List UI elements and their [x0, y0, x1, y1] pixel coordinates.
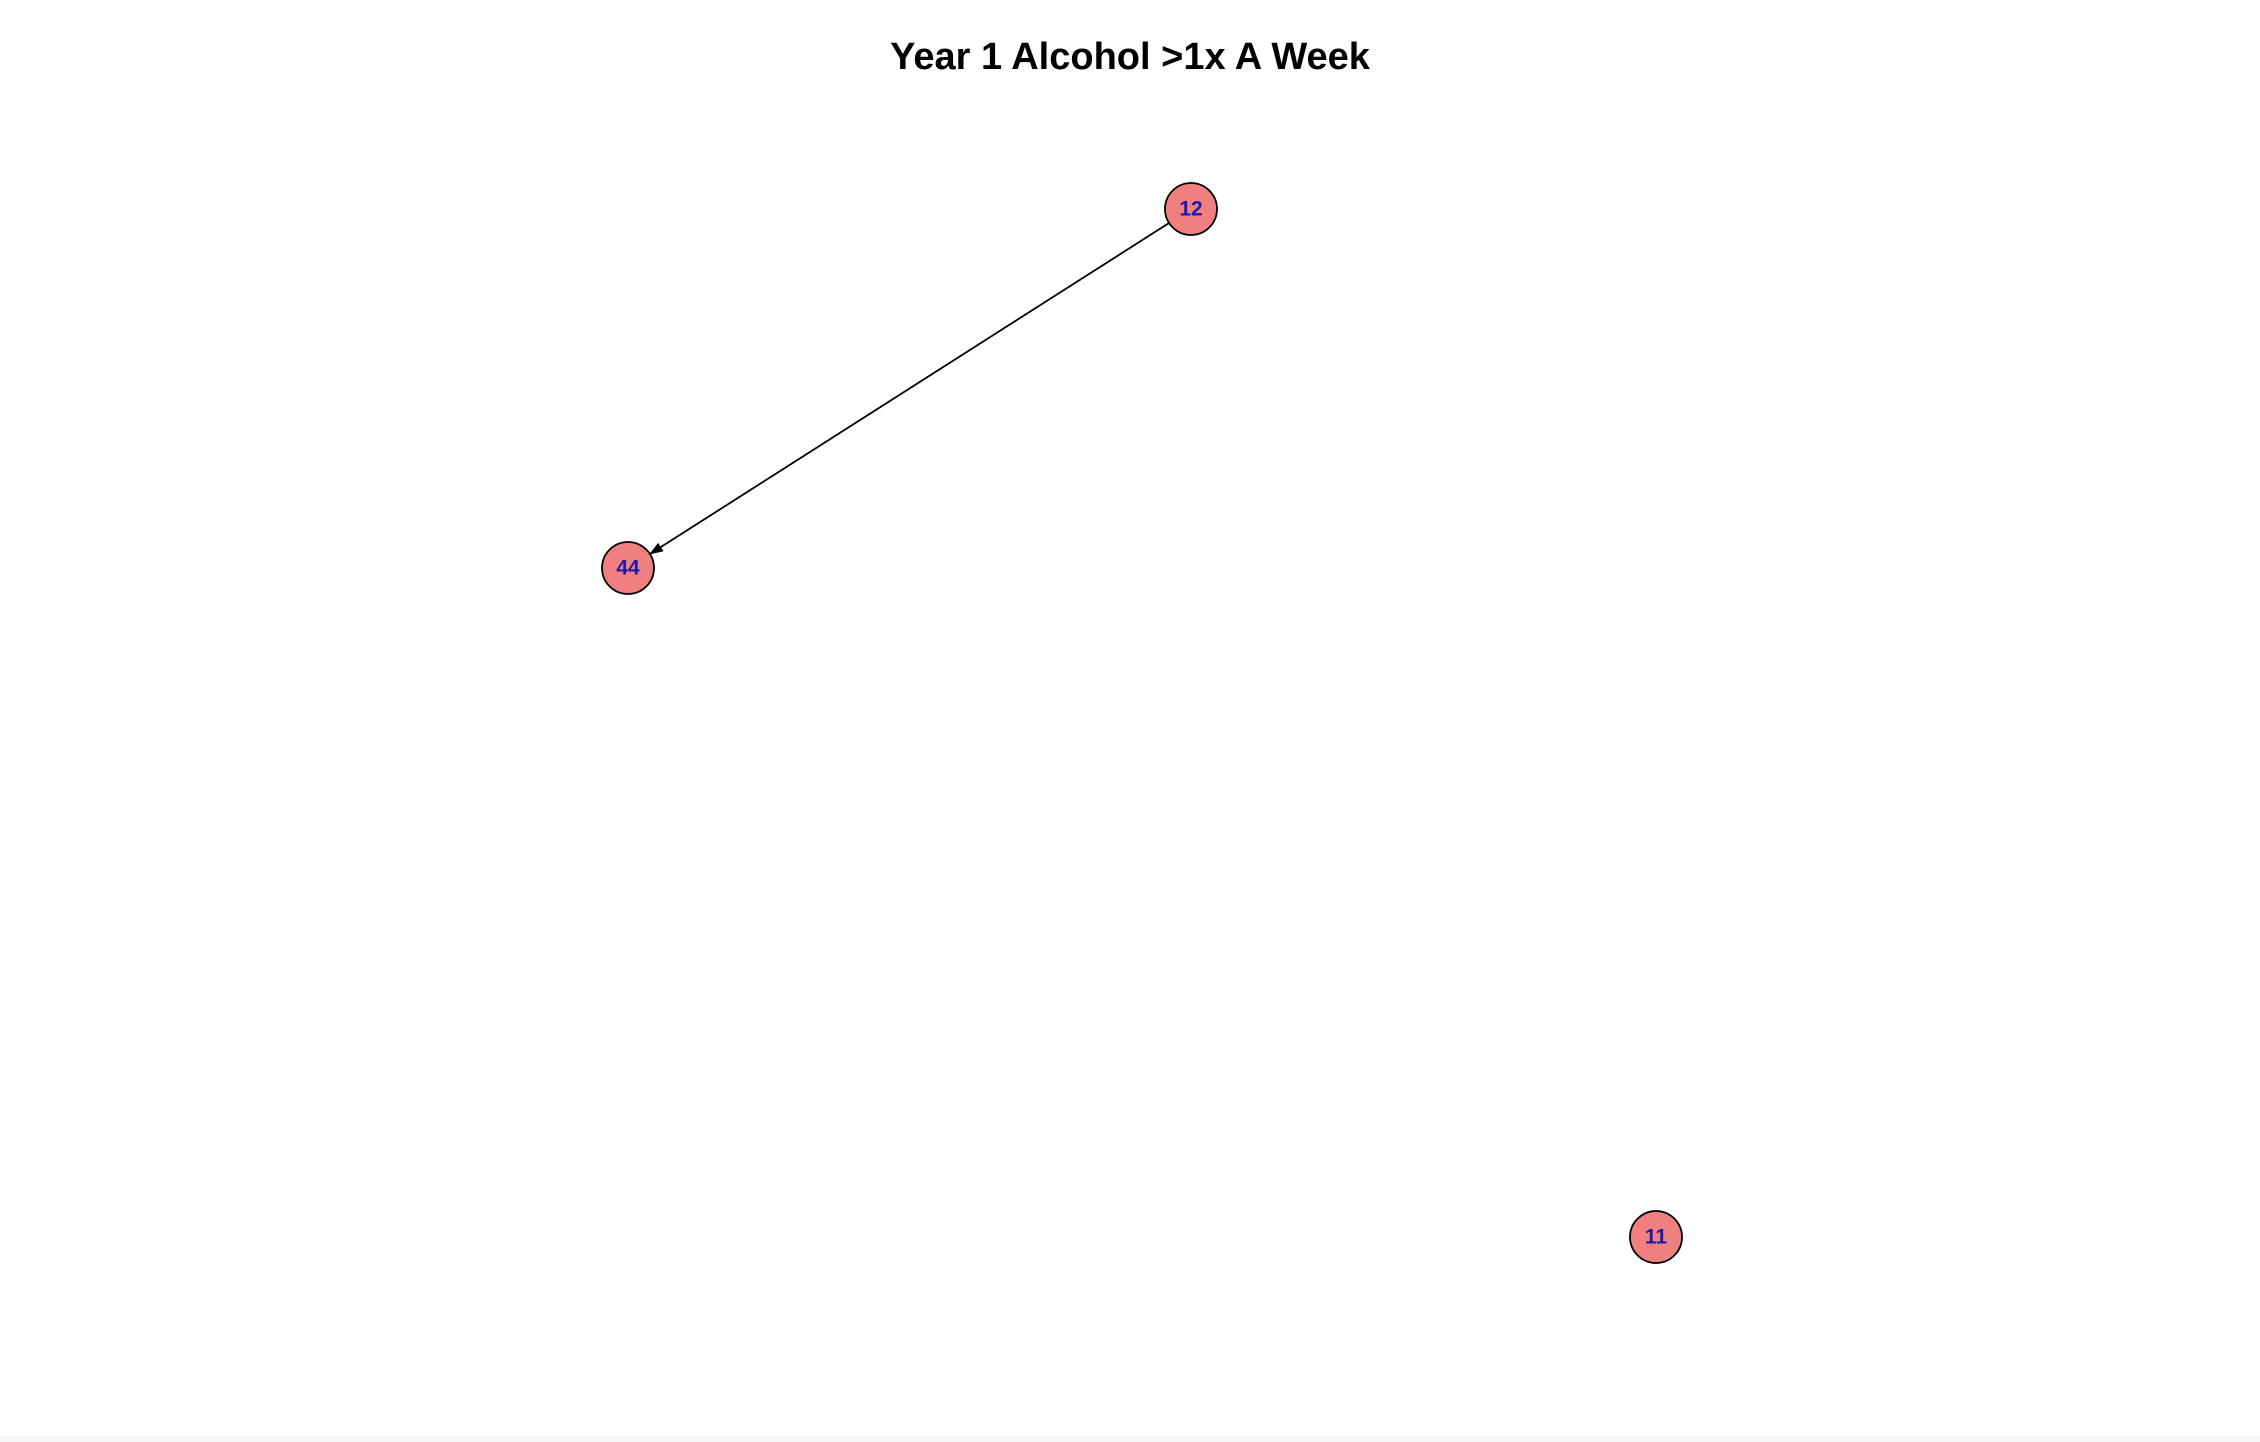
node-circle: [1164, 182, 1218, 236]
node-circle: [601, 541, 655, 595]
node-12: 12: [1164, 182, 1218, 236]
node-44: 44: [601, 541, 655, 595]
nodes-layer: 12 44 11: [601, 182, 1683, 1264]
node-11: 11: [1629, 1210, 1683, 1264]
node-label: 11: [1645, 1226, 1668, 1249]
bottom-strip: [0, 1436, 2260, 1442]
node-label: 44: [616, 557, 640, 580]
diagram-title: Year 1 Alcohol >1x A Week: [890, 36, 1370, 78]
node-circle: [1629, 1210, 1683, 1264]
edges-layer: [649, 222, 1170, 555]
edge-12-to-44: [649, 222, 1170, 555]
node-label: 12: [1179, 198, 1202, 221]
